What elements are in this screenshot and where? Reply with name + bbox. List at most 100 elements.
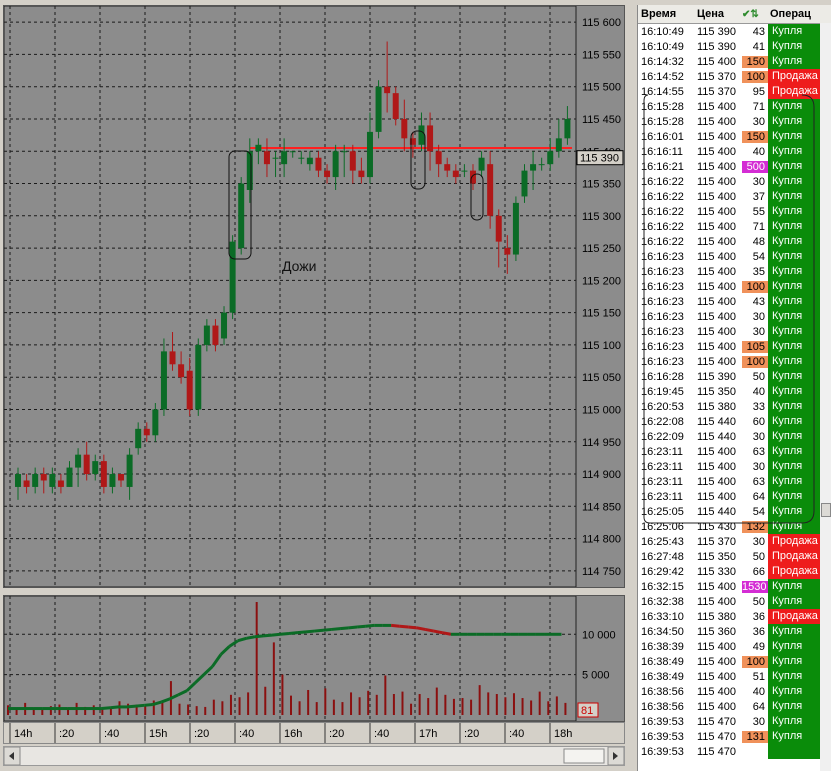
tape-row[interactable]: 16:16:01 115 400 150 Купля [638, 129, 831, 144]
tape-row[interactable]: 16:38:49 115 400 100 Купля [638, 654, 831, 669]
tape-row[interactable]: 16:34:50 115 360 36 Купля [638, 624, 831, 639]
tape-row[interactable]: 16:16:22 115 400 30 Купля [638, 174, 831, 189]
tape-row-price: 115 350 [697, 550, 736, 563]
tape-row-time: 16:32:15 [641, 580, 684, 593]
candle-body [555, 138, 562, 152]
tape-row[interactable]: 16:16:22 115 400 55 Купля [638, 204, 831, 219]
price-tick-label: 115 100 [582, 340, 621, 352]
candle-body [401, 118, 408, 139]
filter-icons[interactable]: ✔⇅ [742, 8, 759, 20]
tape-row[interactable]: 16:32:38 115 400 50 Купля [638, 594, 831, 609]
candle-body [49, 474, 56, 487]
tape-row[interactable]: 16:16:28 115 390 50 Купля [638, 369, 831, 384]
candle-body [57, 480, 64, 487]
tape-row[interactable]: 16:39:53 115 470 131 Купля [638, 729, 831, 744]
header-time[interactable]: Время [641, 8, 677, 20]
volume-ma-segment [237, 636, 247, 643]
tape-row-time: 16:16:23 [641, 295, 684, 308]
tape-row[interactable]: 16:14:52 115 370 100 Продажа [638, 69, 831, 84]
header-operation[interactable]: Операц [770, 8, 811, 20]
time-tick-label: :20 [59, 728, 74, 740]
tape-selection-bracket [643, 94, 815, 524]
tape-row-time: 16:34:50 [641, 625, 684, 638]
tape-row[interactable]: 16:38:49 115 400 51 Купля [638, 669, 831, 684]
tape-row[interactable]: 16:16:11 115 400 40 Купля [638, 144, 831, 159]
tape-row-price: 115 400 [697, 700, 736, 713]
volume-ma-segment [194, 673, 205, 684]
tape-row[interactable]: 16:16:23 115 400 100 Купля [638, 354, 831, 369]
tape-row-price: 115 400 [697, 295, 736, 308]
scroll-thumb[interactable] [563, 748, 605, 764]
tape-row[interactable]: 16:19:45 115 350 40 Купля [638, 384, 831, 399]
price-tick-label: 114 800 [582, 534, 621, 546]
chart-horizontal-scrollbar[interactable] [3, 746, 625, 766]
tape-row[interactable]: 16:20:53 115 380 33 Купля [638, 399, 831, 414]
tape-row[interactable]: 16:16:23 115 400 30 Купля [638, 309, 831, 324]
tape-row[interactable]: 16:23:11 115 400 30 Купля [638, 459, 831, 474]
tape-row[interactable]: 16:39:53 115 470 30 Купля [638, 714, 831, 729]
tape-row[interactable]: 16:16:22 115 400 37 Купля [638, 189, 831, 204]
tape-row[interactable]: 16:25:43 115 370 30 Продажа [638, 534, 831, 549]
tape-row[interactable]: 16:16:21 115 400 500 Купля [638, 159, 831, 174]
tape-rows: 16:10:49 115 390 43 Купля 16:10:49 115 390 41 К… [638, 24, 831, 759]
tape-row[interactable]: 16:16:23 115 400 35 Купля [638, 264, 831, 279]
tape-row[interactable]: 16:39:53 115 470 [638, 744, 831, 759]
tape-row-quantity: 37 [752, 190, 765, 203]
tape-row-quantity: 100 [742, 655, 768, 668]
tape-row[interactable]: 16:14:55 115 370 95 Продажа [638, 84, 831, 99]
tape-row-operation: Купля [768, 309, 824, 324]
tape-row[interactable]: 16:23:11 115 400 63 Купля [638, 444, 831, 459]
arrow-right-icon [613, 752, 618, 760]
volume-chart-panel[interactable]: 10 000 5 000 81 [3, 595, 625, 722]
arrow-left-icon [9, 752, 14, 760]
tape-row[interactable]: 16:27:48 115 350 50 Продажа [638, 549, 831, 564]
tape-row[interactable]: 16:15:28 115 400 30 Купля [638, 114, 831, 129]
tape-row[interactable]: 16:22:09 115 440 30 Купля [638, 429, 831, 444]
tape-row[interactable]: 16:32:15 115 400 1530 Купля [638, 579, 831, 594]
tape-vertical-scrollbar[interactable] [820, 23, 831, 771]
tape-row[interactable]: 16:16:23 115 400 105 Купля [638, 339, 831, 354]
volume-chart-svg[interactable]: 10 000 5 000 81 [3, 595, 624, 722]
tape-row[interactable]: 16:16:23 115 400 100 Купля [638, 279, 831, 294]
tape-row[interactable]: 16:10:49 115 390 41 Купля [638, 39, 831, 54]
tape-row[interactable]: 16:10:49 115 390 43 Купля [638, 24, 831, 39]
tape-row[interactable]: 16:25:05 115 440 54 Купля [638, 504, 831, 519]
candle-body [495, 215, 502, 242]
candle-body [255, 144, 262, 152]
tape-row-time: 16:16:22 [641, 220, 684, 233]
tape-row[interactable]: 16:16:23 115 400 30 Купля [638, 324, 831, 339]
tape-row-price: 115 370 [697, 70, 736, 83]
tape-row[interactable]: 16:16:23 115 400 54 Купля [638, 249, 831, 264]
tape-row[interactable]: 16:38:56 115 400 64 Купля [638, 699, 831, 714]
tape-row[interactable]: 16:14:32 115 400 150 Купля [638, 54, 831, 69]
tape-row[interactable]: 16:22:08 115 440 60 Купля [638, 414, 831, 429]
tape-row-operation: Купля [768, 189, 824, 204]
volume-ma-segment [263, 633, 273, 638]
volume-ma-segment [433, 629, 443, 635]
tape-row[interactable]: 16:29:42 115 330 66 Продажа [638, 564, 831, 579]
tape-row-operation: Купля [768, 159, 824, 174]
tape-row[interactable]: 16:23:11 115 400 63 Купля [638, 474, 831, 489]
tape-row-price: 115 330 [697, 565, 736, 578]
volume-ma-segment [365, 623, 375, 628]
tape-row[interactable]: 16:23:11 115 400 64 Купля [638, 489, 831, 504]
tape-row[interactable]: 16:16:22 115 400 48 Купля [638, 234, 831, 249]
tape-row[interactable]: 16:16:22 115 400 71 Купля [638, 219, 831, 234]
header-price[interactable]: Цена [697, 8, 725, 20]
tape-row-quantity: 30 [752, 325, 765, 338]
price-tick-label: 115 300 [582, 211, 621, 223]
tape-row[interactable]: 16:15:28 115 400 71 Купля [638, 99, 831, 114]
candle-body [92, 461, 99, 475]
tape-row-price: 115 350 [697, 385, 736, 398]
tape-row[interactable]: 16:38:56 115 400 40 Купля [638, 684, 831, 699]
tape-row[interactable]: 16:38:39 115 400 49 Купля [638, 639, 831, 654]
candle-body [75, 454, 82, 468]
tape-row-quantity: 64 [752, 490, 765, 503]
tape-scroll-thumb[interactable] [821, 503, 831, 517]
tape-row[interactable]: 16:16:23 115 400 43 Купля [638, 294, 831, 309]
trades-tape[interactable]: Время Цена ✔⇅ Операц 16:10:49 115 390 43 Ку… [637, 5, 831, 771]
tape-row-operation: Продажа [768, 534, 824, 549]
tape-row[interactable]: 16:33:10 115 380 36 Продажа [638, 609, 831, 624]
